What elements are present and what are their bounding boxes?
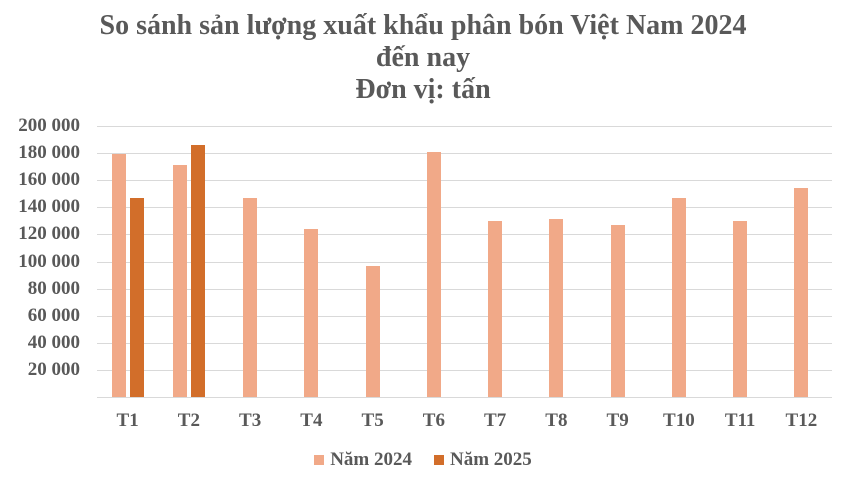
gridline: [97, 234, 832, 236]
bar-t1-2024: [111, 153, 126, 397]
y-tick-label: 180 000: [18, 142, 80, 164]
x-tick-label: T5: [361, 410, 384, 431]
gridline: [97, 126, 832, 127]
bar-t1-2025: [129, 197, 144, 397]
y-tick-label: 100 000: [18, 250, 80, 272]
gridline: [97, 369, 832, 371]
gridline: [97, 180, 832, 182]
x-tick-label: T2: [177, 410, 200, 431]
y-tick-label: 140 000: [18, 196, 80, 218]
x-tick-label: T7: [484, 410, 507, 431]
legend-label-2024: Năm 2024: [330, 449, 412, 470]
x-tick-label: T10: [663, 410, 695, 431]
bar-t3-2024: [243, 197, 258, 397]
legend-swatch-2025: [434, 455, 444, 465]
gridline: [97, 153, 832, 155]
legend-label-2025: Năm 2025: [450, 449, 532, 470]
y-tick-label: 20 000: [27, 358, 80, 380]
bar-t9-2024: [610, 224, 625, 397]
y-tick-label: 80 000: [27, 277, 80, 299]
bar-t2-2024: [172, 165, 187, 397]
gridline: [97, 288, 832, 290]
bar-t4-2024: [304, 228, 319, 397]
bar-t7-2024: [488, 220, 503, 397]
x-tick-label: T11: [724, 410, 756, 431]
y-tick-label: 120 000: [18, 223, 80, 245]
bar-t10-2024: [671, 197, 686, 397]
legend: Năm 2024 Năm 2025: [0, 449, 846, 471]
x-axis-baseline: [97, 397, 832, 398]
legend-swatch-2024: [314, 455, 325, 465]
x-tick-label: T3: [239, 410, 262, 431]
bar-t6-2024: [426, 151, 441, 397]
legend-item-2024: Năm 2024: [314, 449, 412, 471]
bar-t12-2024: [794, 187, 809, 397]
bar-t5-2024: [365, 265, 380, 397]
x-tick-label: T12: [785, 410, 818, 431]
x-tick-label: T4: [300, 410, 323, 431]
y-tick-label: 200 000: [18, 115, 80, 136]
bar-t11-2024: [733, 220, 748, 397]
x-tick-label: T1: [116, 410, 139, 431]
chart-title-line-1: So sánh sản lượng xuất khẩu phân bón Việ…: [99, 10, 747, 41]
legend-item-2025: Năm 2025: [434, 449, 532, 471]
gridline: [97, 261, 832, 263]
bar-t2-2025: [190, 144, 205, 397]
bar-t8-2024: [549, 218, 564, 397]
gridline: [97, 315, 832, 317]
plot-area: [97, 126, 832, 398]
x-tick-label: T8: [545, 410, 568, 431]
y-tick-label: 40 000: [27, 331, 80, 353]
y-tick-label: 160 000: [18, 169, 80, 191]
x-tick-label: T6: [422, 410, 445, 431]
gridline: [97, 342, 832, 344]
x-tick-label: T9: [606, 410, 629, 431]
gridline: [97, 207, 832, 209]
y-tick-label: 60 000: [27, 304, 80, 326]
chart-subtitle-unit: Đơn vị: tấn: [355, 74, 491, 105]
chart-title-line-2: đến nay: [375, 42, 471, 73]
